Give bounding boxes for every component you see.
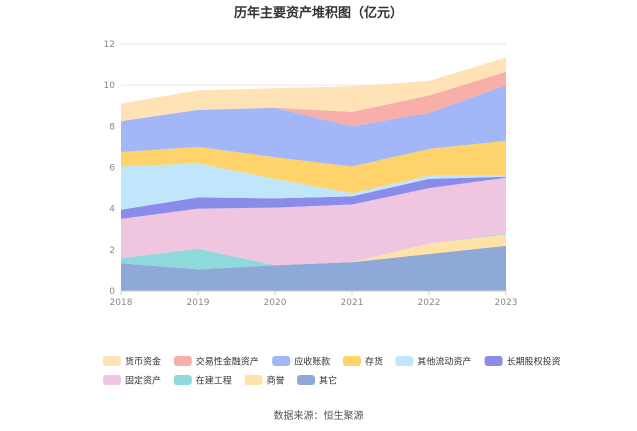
legend-swatch (343, 356, 361, 366)
y-tick-label: 10 (104, 81, 116, 91)
area-应收账款 (121, 85, 506, 167)
legend-item-交易性金融资产[interactable]: 交易性金融资产 (173, 356, 259, 368)
legend-swatch (484, 356, 503, 366)
x-tick-label: 2019 (187, 298, 210, 308)
area-series (121, 57, 506, 291)
area-货币资金 (121, 57, 506, 122)
legend-label: 在建工程 (196, 375, 232, 387)
legend-swatch (173, 356, 192, 366)
x-tick-label: 2020 (264, 298, 287, 308)
legend-label: 交易性金融资产 (196, 356, 259, 368)
legend-item-固定资产[interactable]: 固定资产 (103, 375, 161, 387)
legend-swatch (244, 375, 263, 385)
legend-swatch (272, 356, 291, 366)
y-tick-label: 8 (109, 122, 115, 132)
legend-label: 存货 (365, 356, 383, 368)
area-交易性金融资产 (121, 71, 506, 127)
area-长期股权投资 (121, 176, 506, 219)
legend-label: 其他流动资产 (417, 356, 471, 368)
legend-label: 应收账款 (294, 356, 330, 368)
legend-swatch (173, 375, 192, 385)
chart-title: 历年主要资产堆积图（亿元） (234, 5, 403, 21)
area-存货 (121, 140, 506, 194)
legend-item-其它[interactable]: 其它 (297, 375, 337, 387)
x-tick-label: 2023 (495, 298, 518, 308)
legend-swatch (103, 375, 121, 385)
source-note: 数据来源：恒生聚源 (274, 409, 364, 422)
y-tick-label: 4 (109, 205, 115, 215)
axes: 0 2 4 6 8 10 12 2018 2019 2020 2021 2022 2023 (104, 40, 518, 308)
legend-item-存货[interactable]: 存货 (343, 356, 383, 368)
legend-item-其他流动资产[interactable]: 其他流动资产 (395, 356, 471, 368)
legend-swatch (103, 356, 121, 366)
x-tick-label: 2022 (418, 298, 441, 308)
legend-label: 长期股权投资 (507, 356, 561, 368)
legend-item-在建工程[interactable]: 在建工程 (173, 375, 232, 387)
x-tick-label: 2018 (110, 298, 133, 308)
legend-item-应收账款[interactable]: 应收账款 (272, 356, 330, 368)
legend-swatch (297, 375, 315, 385)
legend-label: 货币资金 (125, 356, 161, 368)
y-tick-label: 0 (109, 287, 115, 297)
legend-label: 固定资产 (125, 375, 161, 387)
y-tick-label: 6 (109, 164, 115, 174)
area-在建工程 (121, 233, 506, 270)
legend-swatch (395, 356, 414, 366)
area-商誉 (121, 234, 506, 270)
y-tick-label: 2 (109, 246, 115, 256)
legend-item-货币资金[interactable]: 货币资金 (103, 356, 161, 368)
legend-item-商誉[interactable]: 商誉 (244, 375, 285, 387)
y-tick-label: 12 (104, 40, 115, 50)
area-其他流动资产 (121, 163, 506, 210)
legend-item-长期股权投资[interactable]: 长期股权投资 (484, 356, 561, 368)
area-固定资产 (121, 177, 506, 266)
legend-label: 商誉 (267, 375, 285, 387)
legend-label: 其它 (319, 375, 337, 387)
area-其它 (121, 245, 506, 291)
x-tick-label: 2021 (341, 298, 364, 308)
